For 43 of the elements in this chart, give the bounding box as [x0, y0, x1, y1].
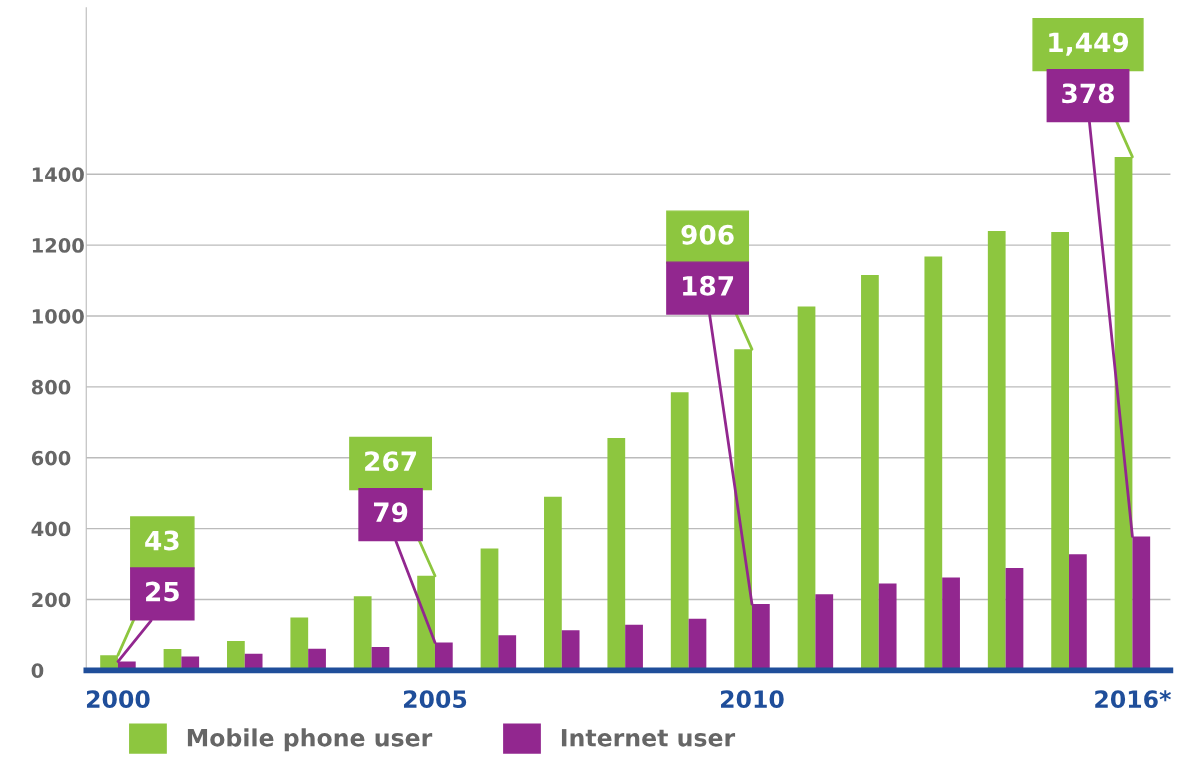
y-tick-label: 1200 — [32, 238, 84, 253]
bar — [544, 496, 562, 671]
annotation: 187 — [683, 275, 734, 296]
legend-label: Mobile phone user — [187, 728, 433, 752]
x-tick-label: 2016* — [1095, 690, 1171, 709]
x-tick-label: 2010 — [721, 690, 784, 709]
annotation: 1,449 — [1049, 32, 1129, 56]
bar — [861, 274, 879, 671]
y-tick-label: 600 — [31, 450, 71, 466]
bar — [290, 617, 309, 671]
annotation: 43 — [145, 530, 179, 551]
bar — [987, 230, 1006, 671]
bar — [815, 594, 834, 671]
y-tick-label: 0 — [31, 663, 44, 679]
annotation: 267 — [365, 451, 417, 472]
bar — [797, 306, 816, 671]
bar — [924, 256, 943, 671]
bar — [353, 596, 372, 671]
bar — [561, 630, 580, 671]
bar — [227, 640, 245, 671]
bar — [1051, 232, 1069, 671]
annotation: 25 — [146, 581, 179, 602]
y-tick-label: 1400 — [32, 167, 84, 182]
y-tick-label: 800 — [31, 379, 71, 395]
bar — [498, 635, 517, 671]
bar — [625, 624, 643, 671]
y-tick-label: 1000 — [32, 308, 84, 324]
annotation: 906 — [681, 224, 734, 245]
bar — [607, 437, 626, 671]
bar — [1069, 554, 1087, 671]
y-tick-label: 400 — [31, 521, 71, 537]
legend-label: Internet user — [561, 729, 736, 747]
bar — [1005, 567, 1024, 671]
annotation: 79 — [373, 502, 408, 523]
annotation: 378 — [1062, 83, 1114, 104]
y-tick-label: 200 — [32, 592, 71, 608]
bar — [942, 577, 960, 671]
bar — [878, 583, 897, 671]
bar — [480, 548, 499, 671]
x-tick-label: 2000 — [86, 690, 150, 709]
x-tick-label: 2005 — [403, 690, 467, 709]
bar — [688, 618, 707, 671]
bar — [670, 392, 689, 671]
